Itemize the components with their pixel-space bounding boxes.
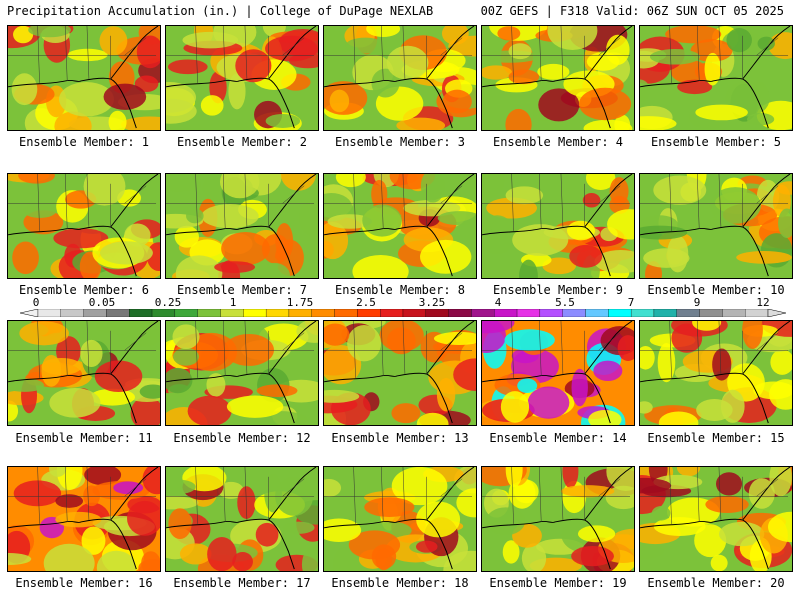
colorbar-swatch: [265, 309, 290, 317]
member-caption-13: Ensemble Member: 13: [331, 431, 469, 445]
map-title: Precipitation Accumulation (in.) | Colle…: [7, 4, 434, 18]
member-caption-18: Ensemble Member: 18: [331, 576, 469, 590]
member-caption-1: Ensemble Member: 1: [18, 135, 150, 149]
colorbar-swatch: [243, 309, 267, 317]
colorbar-swatch: [60, 309, 84, 317]
member-map-6: [7, 173, 161, 279]
member-caption-7: Ensemble Member: 7: [176, 283, 308, 297]
colorbar-swatch: [402, 309, 426, 317]
colorbar-swatch: [83, 309, 107, 317]
colorbar-swatch: [334, 309, 358, 317]
colorbar-tick-label: 3.25: [418, 296, 446, 309]
colorbar-swatch: [220, 309, 244, 317]
member-caption-20: Ensemble Member: 20: [647, 576, 785, 590]
colorbar-swatch: [425, 309, 449, 317]
colorbar-tick-label: 0.05: [88, 296, 116, 309]
colorbar-swatch: [37, 309, 61, 317]
colorbar-tick-label: 0.25: [154, 296, 182, 309]
member-caption-12: Ensemble Member: 12: [173, 431, 311, 445]
colorbar-swatch: [174, 309, 198, 317]
colorbar-swatch: [471, 309, 495, 317]
member-caption-4: Ensemble Member: 4: [492, 135, 624, 149]
colorbar-swatch: [516, 309, 541, 317]
colorbar-swatch: [311, 309, 335, 317]
colorbar-tick-label: 7: [627, 296, 635, 309]
colorbar-swatch: [653, 309, 677, 317]
colorbar-tick-label: 0: [32, 296, 40, 309]
member-map-17: [165, 466, 319, 572]
member-caption-2: Ensemble Member: 2: [176, 135, 308, 149]
member-map-18: [323, 466, 477, 572]
member-map-7: [165, 173, 319, 279]
member-caption-8: Ensemble Member: 8: [334, 283, 466, 297]
member-map-4: [481, 25, 635, 131]
member-map-11: [7, 320, 161, 426]
colorbar-tick-label: 1: [229, 296, 237, 309]
colorbar-swatch: [539, 309, 563, 317]
colorbar-swatch: [608, 309, 632, 317]
member-map-19: [481, 466, 635, 572]
member-map-1: [7, 25, 161, 131]
colorbar-swatch: [106, 309, 130, 317]
member-map-12: [165, 320, 319, 426]
colorbar-swatch: [197, 309, 221, 317]
member-map-16: [7, 466, 161, 572]
member-map-13: [323, 320, 477, 426]
member-caption-17: Ensemble Member: 17: [173, 576, 311, 590]
colorbar-tick-label: 4: [494, 296, 502, 309]
colorbar-tick-label: 2.5: [356, 296, 376, 309]
colorbar-swatch: [722, 309, 746, 317]
colorbar-swatch: [699, 309, 723, 317]
member-map-9: [481, 173, 635, 279]
colorbar-swatch: [494, 309, 518, 317]
member-map-10: [639, 173, 793, 279]
colorbar-swatch: [357, 309, 381, 317]
member-caption-5: Ensemble Member: 5: [650, 135, 782, 149]
colorbar-tick-label: 5.5: [555, 296, 575, 309]
colorbar-tick-labels: 0 0.05 0.25 1 1.75 2.5 3.25 4 5.5 7 9 12: [0, 297, 800, 309]
colorbar-swatch: [380, 309, 404, 317]
member-caption-10: Ensemble Member: 10: [647, 283, 785, 297]
member-caption-3: Ensemble Member: 3: [334, 135, 466, 149]
precip-colorbar: [20, 309, 786, 317]
colorbar-swatch: [676, 309, 700, 317]
colorbar-swatch: [585, 309, 609, 317]
colorbar-tick-label: 12: [756, 296, 770, 309]
member-caption-15: Ensemble Member: 15: [647, 431, 785, 445]
member-map-14: [481, 320, 635, 426]
run-valid-time: 00Z GEFS | F318 Valid: 06Z SUN OCT 05 20…: [480, 4, 784, 18]
colorbar-swatch: [448, 309, 472, 317]
colorbar-swatch: [745, 309, 769, 317]
member-caption-16: Ensemble Member: 16: [15, 576, 153, 590]
colorbar-swatch: [562, 309, 586, 317]
member-map-20: [639, 466, 793, 572]
colorbar-swatch: [129, 309, 153, 317]
member-map-2: [165, 25, 319, 131]
member-map-5: [639, 25, 793, 131]
member-map-3: [323, 25, 477, 131]
member-map-8: [323, 173, 477, 279]
member-caption-19: Ensemble Member: 19: [489, 576, 627, 590]
colorbar-swatch: [630, 309, 655, 317]
colorbar-tick-label: 9: [693, 296, 701, 309]
member-caption-11: Ensemble Member: 11: [15, 431, 153, 445]
colorbar-tick-label: 1.75: [286, 296, 314, 309]
member-map-15: [639, 320, 793, 426]
colorbar-swatch: [288, 309, 312, 317]
member-caption-6: Ensemble Member: 6: [18, 283, 150, 297]
member-caption-9: Ensemble Member: 9: [492, 283, 624, 297]
colorbar-swatch: [151, 309, 176, 317]
member-caption-14: Ensemble Member: 14: [489, 431, 627, 445]
